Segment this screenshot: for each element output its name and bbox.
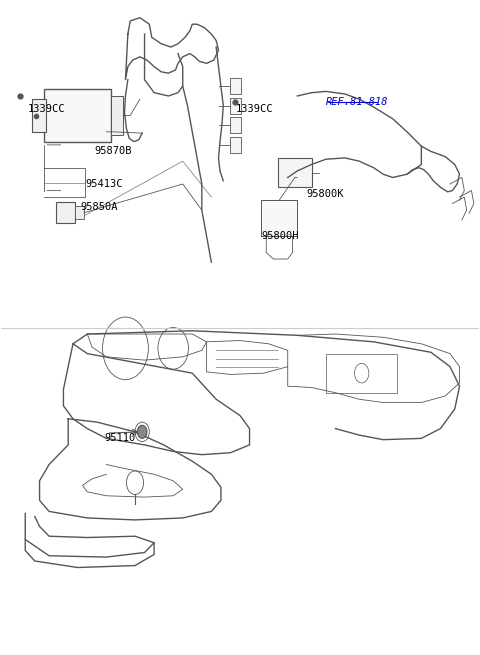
FancyBboxPatch shape — [278, 158, 312, 187]
Text: 95800H: 95800H — [262, 231, 299, 241]
Text: REF.81-818: REF.81-818 — [326, 98, 388, 107]
FancyBboxPatch shape — [229, 137, 241, 153]
Text: 1339CC: 1339CC — [235, 104, 273, 114]
FancyBboxPatch shape — [33, 99, 46, 132]
FancyBboxPatch shape — [229, 117, 241, 133]
Text: 95110: 95110 — [104, 434, 135, 443]
FancyBboxPatch shape — [75, 206, 84, 219]
FancyBboxPatch shape — [229, 98, 241, 113]
Text: 95413C: 95413C — [85, 179, 122, 189]
FancyBboxPatch shape — [111, 96, 123, 135]
Text: 1339CC: 1339CC — [28, 104, 65, 114]
FancyBboxPatch shape — [262, 200, 297, 236]
FancyBboxPatch shape — [44, 90, 111, 141]
Circle shape — [137, 425, 147, 438]
Text: 95800K: 95800K — [307, 189, 344, 199]
Text: 95850A: 95850A — [80, 202, 118, 212]
FancyBboxPatch shape — [56, 202, 75, 223]
FancyBboxPatch shape — [229, 79, 241, 94]
Text: 95870B: 95870B — [95, 147, 132, 157]
